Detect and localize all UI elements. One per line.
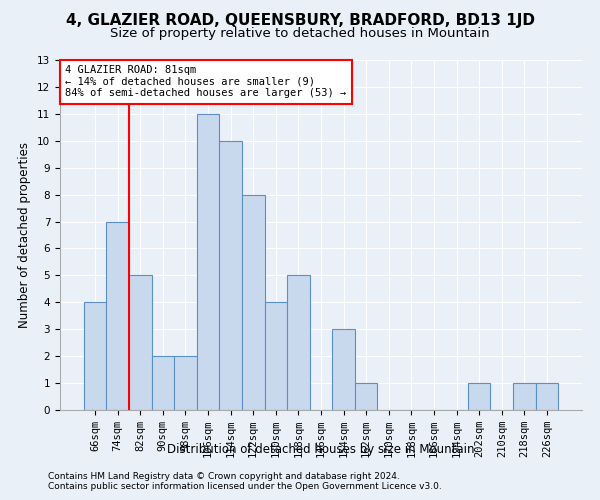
Bar <box>287 276 310 410</box>
Bar <box>355 383 377 410</box>
Bar <box>332 329 355 410</box>
Text: 4, GLAZIER ROAD, QUEENSBURY, BRADFORD, BD13 1JD: 4, GLAZIER ROAD, QUEENSBURY, BRADFORD, B… <box>65 12 535 28</box>
Bar <box>129 276 152 410</box>
Text: Contains HM Land Registry data © Crown copyright and database right 2024.: Contains HM Land Registry data © Crown c… <box>48 472 400 481</box>
Bar <box>174 356 197 410</box>
Text: 4 GLAZIER ROAD: 81sqm
← 14% of detached houses are smaller (9)
84% of semi-detac: 4 GLAZIER ROAD: 81sqm ← 14% of detached … <box>65 66 346 98</box>
Bar <box>220 141 242 410</box>
Text: Contains public sector information licensed under the Open Government Licence v3: Contains public sector information licen… <box>48 482 442 491</box>
Bar <box>265 302 287 410</box>
Bar <box>197 114 220 410</box>
Bar <box>468 383 490 410</box>
Y-axis label: Number of detached properties: Number of detached properties <box>19 142 31 328</box>
Bar <box>152 356 174 410</box>
Bar <box>513 383 536 410</box>
Bar <box>84 302 106 410</box>
Bar <box>536 383 558 410</box>
Text: Size of property relative to detached houses in Mountain: Size of property relative to detached ho… <box>110 28 490 40</box>
Bar <box>242 194 265 410</box>
Bar <box>106 222 129 410</box>
Text: Distribution of detached houses by size in Mountain: Distribution of detached houses by size … <box>167 442 475 456</box>
